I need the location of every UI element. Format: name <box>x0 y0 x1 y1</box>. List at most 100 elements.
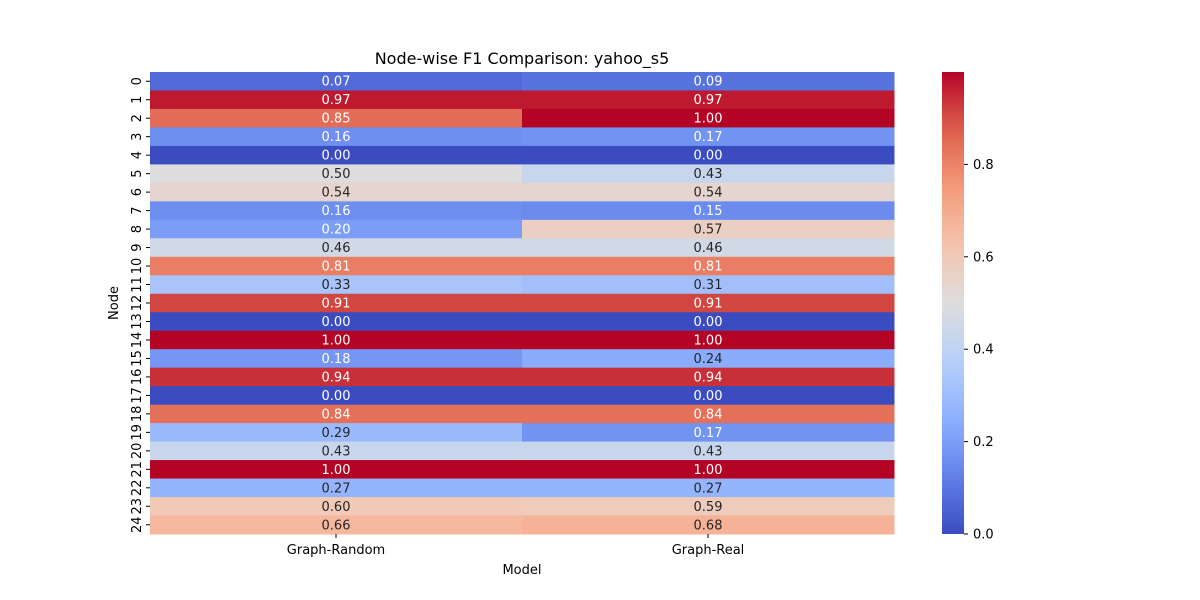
cell-value-label: 0.16 <box>322 204 351 219</box>
cell-value-label: 0.00 <box>694 315 723 330</box>
heatmap-cell <box>522 386 895 406</box>
cell-value-label: 0.33 <box>322 278 351 293</box>
cell-value-label: 0.97 <box>694 93 723 108</box>
cell-value-label: 0.43 <box>694 444 723 459</box>
y-tick-label: 10 <box>130 258 145 275</box>
heatmap-cell <box>522 293 895 313</box>
heatmap-cell <box>522 404 895 424</box>
cell-value-label: 0.00 <box>694 389 723 404</box>
y-tick-label: 16 <box>130 369 145 386</box>
heatmap-cell <box>150 164 523 184</box>
heatmap-cell <box>522 275 895 295</box>
y-tick-label: 14 <box>130 332 145 349</box>
colorbar: 0.0 0.2 0.4 0.6 0.8 <box>942 72 994 543</box>
x-tick-label: Graph-Random <box>287 543 385 558</box>
heatmap-cell <box>150 219 523 239</box>
heatmap-cell <box>522 478 895 498</box>
y-tick-label: 15 <box>130 350 145 367</box>
heatmap-cell <box>150 497 523 517</box>
cell-value-label: 0.17 <box>694 130 723 145</box>
y-tick-label: 18 <box>130 406 145 423</box>
colorbar-tick-label: 0.0 <box>973 528 994 543</box>
cell-value-label: 0.81 <box>694 260 723 275</box>
heatmap-cell <box>150 90 523 110</box>
cell-value-label: 0.66 <box>322 518 351 533</box>
cell-value-label: 0.60 <box>322 500 351 515</box>
cell-value-label: 0.07 <box>322 75 351 90</box>
heatmap-cell <box>522 201 895 221</box>
heatmap-cell <box>150 182 523 202</box>
cell-value-label: 0.29 <box>322 426 351 441</box>
heatmap-cell <box>150 312 523 332</box>
y-tick-label: 24 <box>130 516 145 533</box>
cell-value-label: 0.00 <box>322 315 351 330</box>
y-tick-label: 0 <box>130 77 145 85</box>
heatmap-cells: 0.07 0.09 0.97 0.97 0.85 1.00 0.16 0.17 0.00 0.00… <box>150 72 895 535</box>
colorbar-tick-label: 0.4 <box>973 343 994 358</box>
y-tick-label: 11 <box>130 276 145 293</box>
cell-value-label: 1.00 <box>322 463 351 478</box>
cell-value-label: 0.94 <box>694 370 723 385</box>
y-tick-label: 21 <box>130 461 145 478</box>
heatmap-cell <box>522 330 895 350</box>
cell-value-label: 1.00 <box>694 463 723 478</box>
cell-value-label: 0.09 <box>694 75 723 90</box>
heatmap-cell <box>150 386 523 406</box>
cell-value-label: 1.00 <box>322 333 351 348</box>
cell-value-label: 0.00 <box>322 149 351 164</box>
x-axis: Graph-Random Graph-Real <box>287 534 744 558</box>
heatmap-cell <box>150 238 523 258</box>
heatmap-cell <box>150 256 523 276</box>
y-tick-label: 22 <box>130 480 145 497</box>
heatmap-cell <box>522 256 895 276</box>
cell-value-label: 0.94 <box>322 370 351 385</box>
cell-value-label: 1.00 <box>694 333 723 348</box>
y-tick-label: 3 <box>130 133 145 141</box>
heatmap-cell <box>150 515 523 535</box>
cell-value-label: 0.00 <box>322 389 351 404</box>
colorbar-tick-label: 0.8 <box>973 158 994 173</box>
cell-value-label: 0.46 <box>322 241 351 256</box>
y-tick-label: 8 <box>130 225 145 233</box>
cell-value-label: 0.50 <box>322 167 351 182</box>
cell-value-label: 0.54 <box>322 186 351 201</box>
y-tick-label: 6 <box>130 188 145 196</box>
y-axis-label: Node <box>107 286 122 320</box>
heatmap-cell <box>150 127 523 147</box>
cell-value-label: 0.24 <box>694 352 723 367</box>
y-tick-label: 20 <box>130 443 145 460</box>
chart-title: Node-wise F1 Comparison: yahoo_s5 <box>375 49 670 69</box>
colorbar-gradient <box>942 72 964 534</box>
cell-value-label: 1.00 <box>694 112 723 127</box>
heatmap-cell <box>522 349 895 369</box>
cell-value-label: 0.31 <box>694 278 723 293</box>
y-tick-label: 17 <box>130 387 145 404</box>
heatmap-cell <box>522 164 895 184</box>
colorbar-tick-label: 0.2 <box>973 435 994 450</box>
cell-value-label: 0.84 <box>322 407 351 422</box>
cell-value-label: 0.43 <box>322 444 351 459</box>
heatmap-cell <box>522 515 895 535</box>
cell-value-label: 0.68 <box>694 518 723 533</box>
heatmap-cell <box>522 460 895 480</box>
cell-value-label: 0.46 <box>694 241 723 256</box>
cell-value-label: 0.97 <box>322 93 351 108</box>
heatmap-cell <box>150 441 523 461</box>
heatmap-cell <box>150 349 523 369</box>
y-tick-label: 1 <box>130 96 145 104</box>
heatmap-cell <box>150 460 523 480</box>
cell-value-label: 0.57 <box>694 223 723 238</box>
heatmap-cell <box>150 201 523 221</box>
cell-value-label: 0.00 <box>694 149 723 164</box>
y-tick-label: 2 <box>130 114 145 122</box>
heatmap-cell <box>522 367 895 387</box>
heatmap-cell <box>522 72 895 91</box>
colorbar-tick-label: 0.6 <box>973 250 994 265</box>
heatmap-cell <box>150 108 523 128</box>
cell-value-label: 0.15 <box>694 204 723 219</box>
cell-value-label: 0.81 <box>322 260 351 275</box>
cell-value-label: 0.59 <box>694 500 723 515</box>
heatmap-cell <box>150 275 523 295</box>
